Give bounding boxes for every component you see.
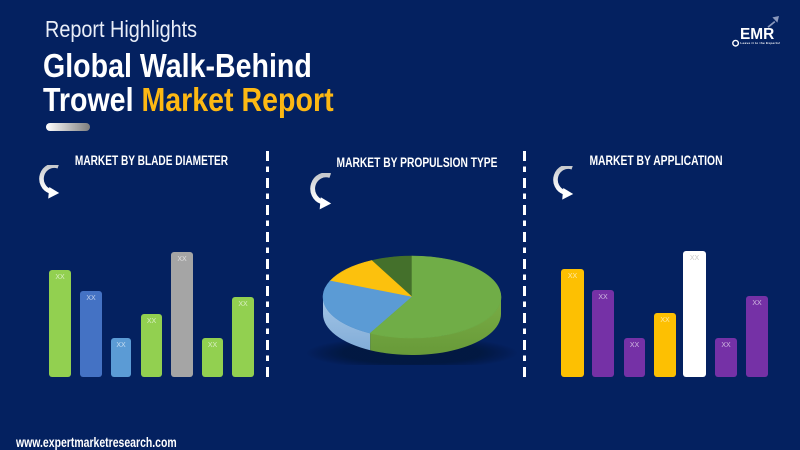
svg-text:EMR: EMR	[740, 26, 774, 43]
svg-text:Leave it to the Experts!: Leave it to the Experts!	[740, 41, 780, 45]
